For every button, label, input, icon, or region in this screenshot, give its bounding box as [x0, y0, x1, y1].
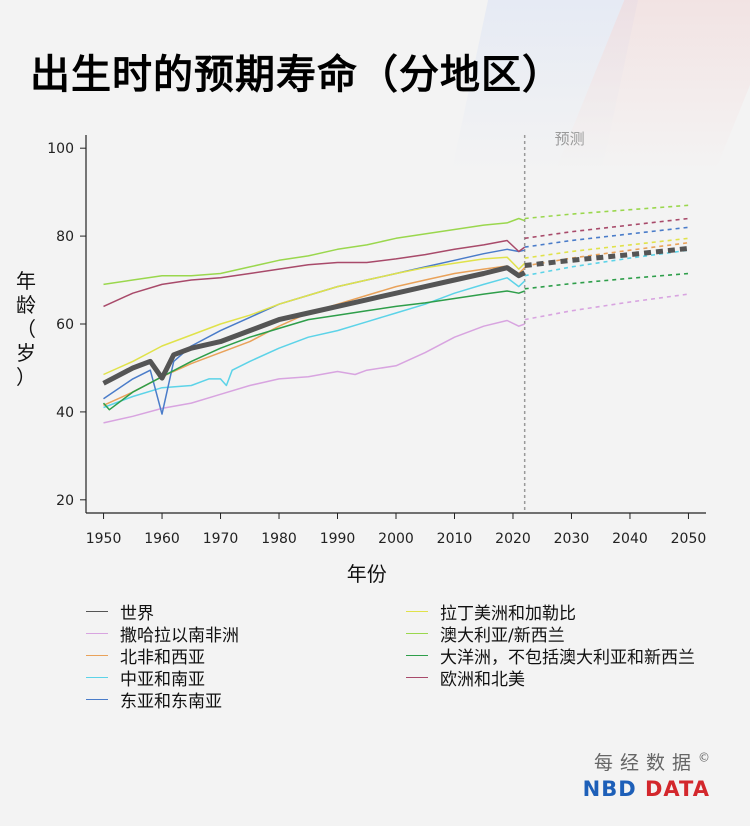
legend-swatch	[86, 632, 108, 634]
brand-nbd: NBD	[582, 777, 637, 801]
y-tick-label: 40	[56, 405, 74, 421]
series-forecast-5	[524, 237, 689, 259]
legend-swatch	[86, 610, 108, 612]
legend-label: 撒哈拉以南非洲	[120, 625, 239, 646]
y-axis-title-char: ）	[16, 365, 36, 389]
legend-swatch	[406, 676, 428, 678]
series-line-0	[102, 265, 526, 386]
x-tick-label: 1970	[203, 531, 239, 547]
series-line-6	[103, 217, 525, 286]
series-forecast-1	[524, 293, 689, 321]
series-forecast-3	[524, 249, 689, 277]
legend-item: 欧洲和北美	[406, 666, 726, 690]
y-axis-title-char: 年	[16, 269, 36, 293]
x-tick-label: 2020	[495, 531, 531, 547]
copyright-symbol: ©	[698, 750, 710, 765]
series-forecast-6	[524, 204, 689, 220]
y-tick-label: 20	[56, 493, 74, 509]
series-line-1	[103, 319, 525, 424]
legend-label: 世界	[120, 603, 154, 624]
legend-item: 大洋洲，不包括澳大利亚和新西兰	[406, 644, 726, 668]
x-tick-label: 2000	[378, 531, 414, 547]
legend-item: 中亚和南亚	[86, 666, 406, 690]
legend-swatch	[86, 676, 108, 678]
legend-swatch	[406, 610, 428, 612]
x-tick-label: 2050	[671, 531, 707, 547]
series-line-7	[102, 290, 525, 411]
x-tick-label: 2010	[437, 531, 473, 547]
page-title: 出生时的预期寿命（分地区）	[30, 52, 563, 98]
brand-en: NBD DATA	[583, 777, 710, 801]
x-tick-label: 2030	[554, 531, 590, 547]
forecast-label: 预测	[555, 130, 585, 148]
legend-swatch	[86, 698, 108, 700]
y-axis-title-char: 岁	[16, 341, 36, 365]
x-tick-label: 1980	[261, 531, 297, 547]
legend-item: 撒哈拉以南非洲	[86, 622, 406, 646]
series-line-8	[103, 239, 526, 308]
legend-swatch	[406, 632, 428, 634]
y-tick-label: 80	[56, 229, 74, 245]
legend-item: 东亚和东南亚	[86, 688, 406, 712]
y-tick-label: 100	[47, 141, 74, 157]
legend-label: 中亚和南亚	[120, 669, 205, 690]
legend-label: 欧洲和北美	[440, 669, 525, 690]
series-forecast-8	[524, 217, 689, 240]
x-tick-label: 1990	[320, 531, 356, 547]
legend-item: 世界	[86, 600, 406, 624]
series-line-5	[103, 256, 526, 376]
series-line-3	[103, 277, 526, 409]
legend-item: 拉丁美洲和加勒比	[406, 600, 726, 624]
legend-label: 拉丁美洲和加勒比	[440, 603, 576, 624]
series-line-4	[103, 248, 525, 415]
x-tick-label: 2040	[612, 531, 648, 547]
y-tick-label: 60	[56, 317, 74, 333]
legend-item: 北非和西亚	[86, 644, 406, 668]
chart-legend: 世界 撒哈拉以南非洲 北非和西亚 中亚和南亚 东亚和东南亚 拉丁美洲和加勒比 澳大利亚/新西…	[86, 600, 726, 712]
legend-label: 大洋洲，不包括澳大利亚和新西兰	[440, 647, 695, 668]
series-forecast-7	[524, 272, 689, 290]
legend-item: 澳大利亚/新西兰	[406, 622, 726, 646]
legend-label: 澳大利亚/新西兰	[440, 625, 565, 646]
brand-data: DATA	[644, 777, 710, 801]
x-tick-label: 1960	[144, 531, 180, 547]
legend-swatch	[86, 654, 108, 656]
legend-swatch	[406, 654, 428, 656]
series-forecast-0	[524, 245, 689, 268]
brand-cn-text: 每经数据	[593, 752, 698, 774]
legend-label: 北非和西亚	[120, 647, 205, 668]
x-tick-label: 1950	[86, 531, 122, 547]
brand-mark: 每经数据© NBD DATA	[583, 748, 710, 801]
y-axis-title-char: 龄	[16, 293, 36, 317]
legend-label: 东亚和东南亚	[120, 691, 222, 712]
y-axis-title-char: （	[16, 317, 36, 341]
series-forecast-4	[524, 226, 689, 248]
x-axis-title: 年份	[347, 562, 387, 586]
brand-cn: 每经数据©	[583, 748, 710, 775]
